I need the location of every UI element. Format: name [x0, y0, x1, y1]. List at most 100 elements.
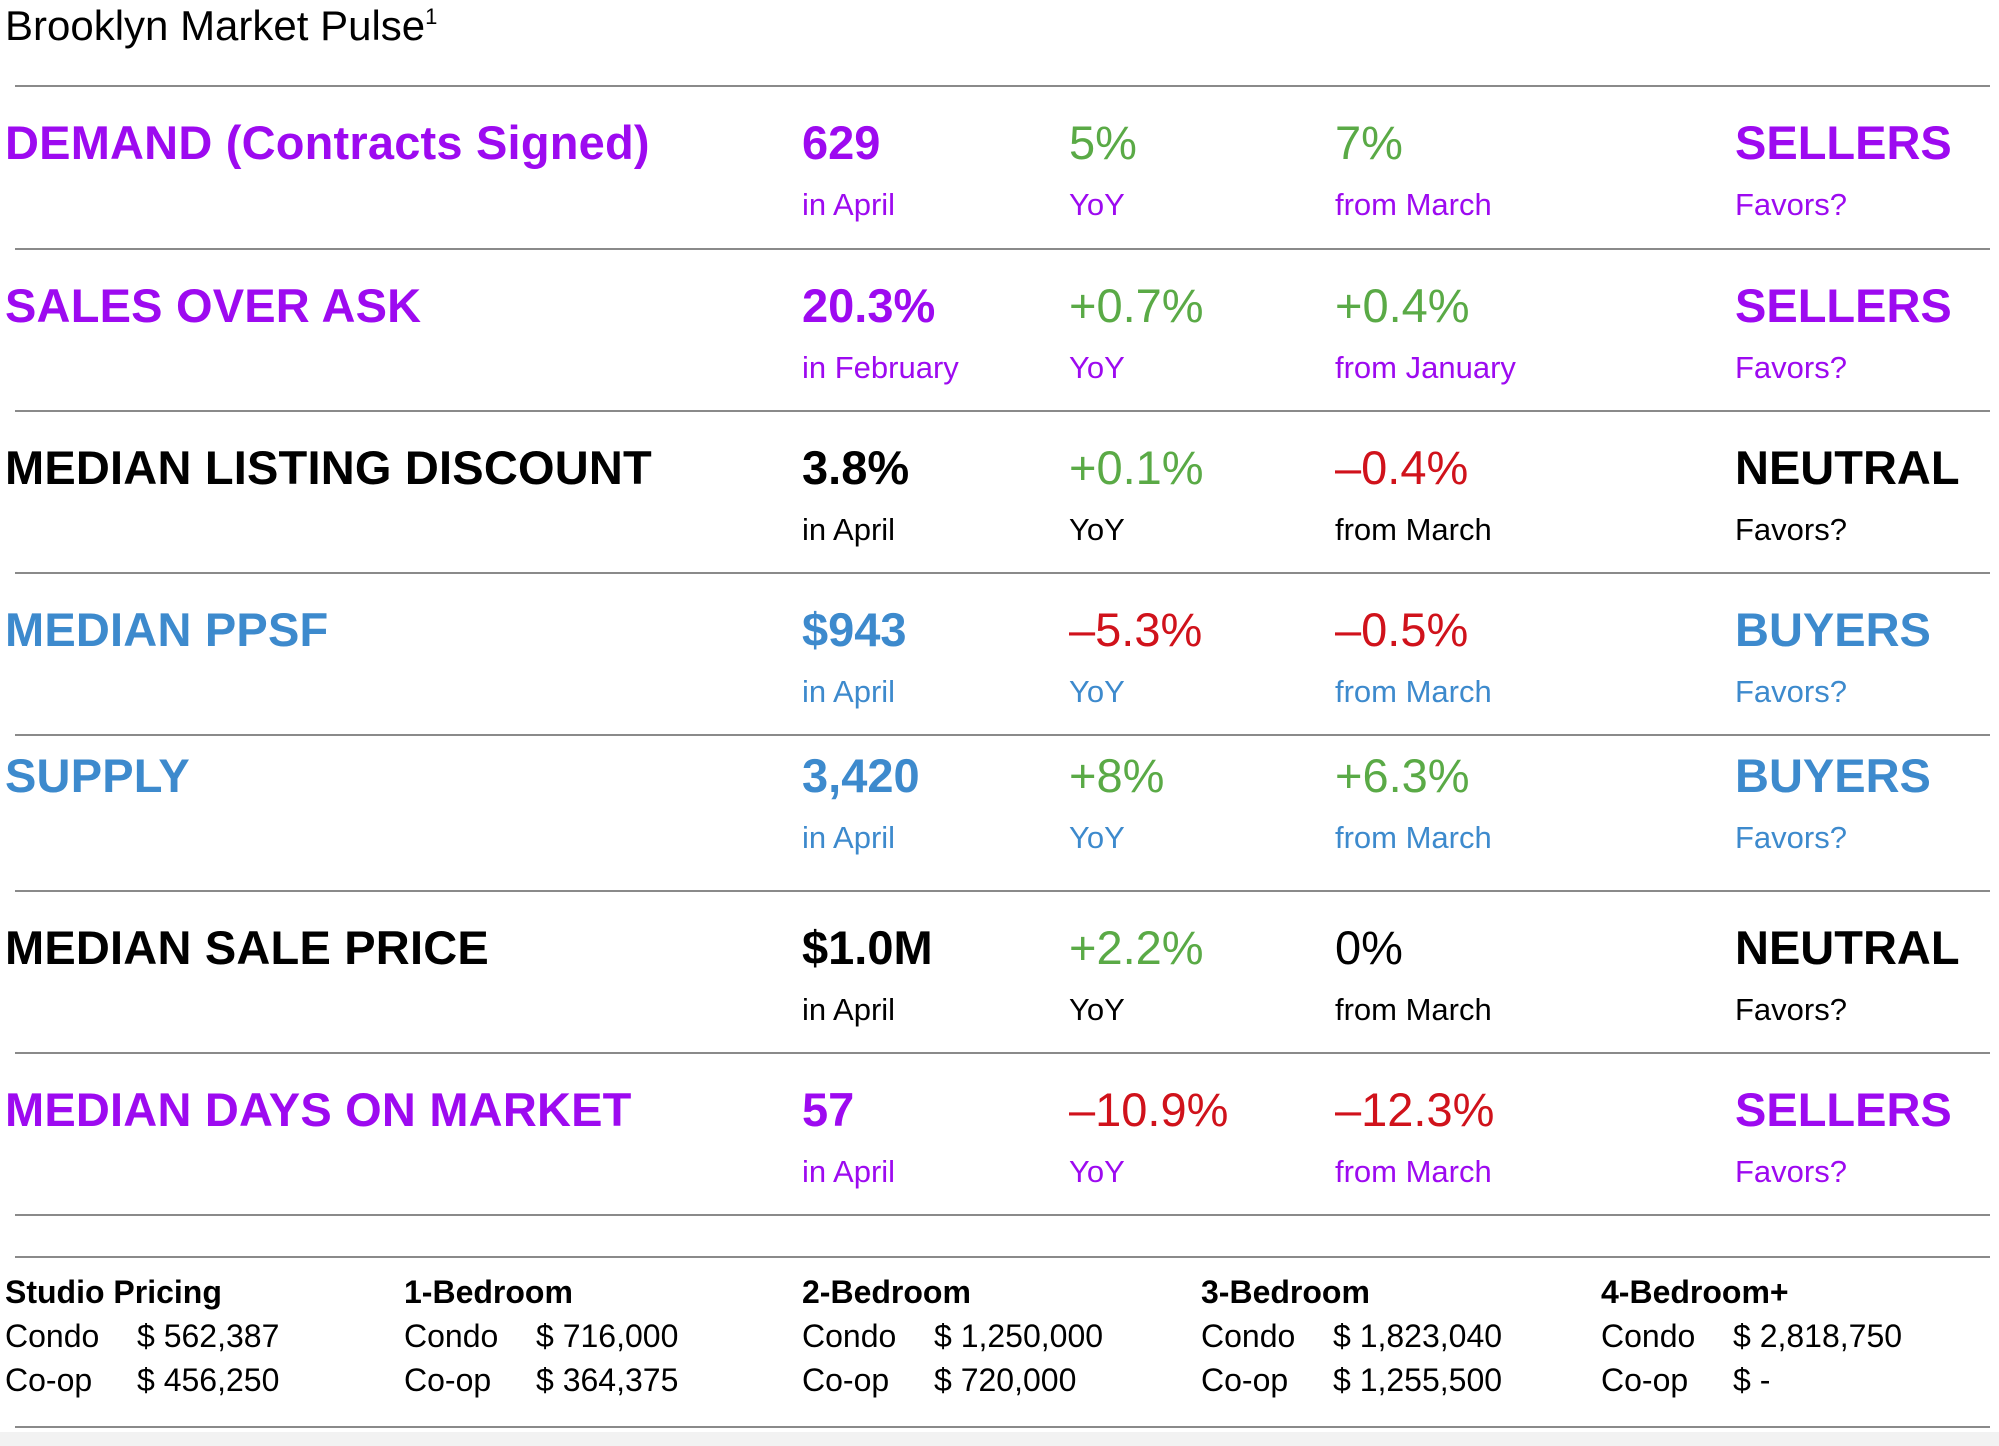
- metric-favors: BUYERS: [1735, 749, 1931, 802]
- pricing-price: $ 456,250: [137, 1362, 280, 1398]
- metric-mom-label: from March: [1335, 187, 1492, 222]
- metric-yoy-label: YoY: [1069, 674, 1125, 709]
- footnote-marker: 1: [425, 4, 438, 29]
- page-title: Brooklyn Market Pulse1: [5, 2, 437, 50]
- metric-mom-label: from March: [1335, 674, 1492, 709]
- bottom-bar: [0, 1432, 1999, 1446]
- pricing-price: $ 1,255,500: [1333, 1362, 1503, 1398]
- metric-period: in April: [802, 992, 896, 1027]
- divider: [15, 410, 1990, 412]
- metric-period: in April: [802, 187, 896, 222]
- metric-mom: +6.3%: [1335, 749, 1470, 802]
- metric-yoy: –5.3%: [1069, 603, 1203, 656]
- metric-mom: +0.4%: [1335, 279, 1470, 332]
- page-title-text: Brooklyn Market Pulse: [5, 2, 426, 49]
- pricing-type: Co-op: [1601, 1362, 1689, 1398]
- metric-yoy: 5%: [1069, 116, 1137, 169]
- metric-row-median-days-on-market: MEDIAN DAYS ON MARKET 57 in April –10.9%…: [0, 1054, 1999, 1214]
- pricing-heading: Studio Pricing: [5, 1274, 222, 1310]
- pricing-type: Co-op: [404, 1362, 492, 1398]
- metric-mom: –0.5%: [1335, 603, 1469, 656]
- pricing-column-1-bedroom: 1-Bedroom Condo $ 716,000 Co-op $ 364,375: [404, 1270, 804, 1402]
- metric-value: 629: [802, 116, 881, 169]
- metric-yoy-label: YoY: [1069, 992, 1125, 1027]
- metric-yoy-label: YoY: [1069, 512, 1125, 547]
- metric-label: SUPPLY: [5, 749, 190, 802]
- pricing-line: Co-op $ -: [1601, 1358, 1999, 1402]
- pricing-line: Co-op $ 456,250: [5, 1358, 405, 1402]
- pricing-type: Condo: [5, 1318, 100, 1354]
- metric-value: 3.8%: [802, 441, 910, 494]
- metric-row-median-sale-price: MEDIAN SALE PRICE $1.0M in April +2.2% Y…: [0, 892, 1999, 1052]
- metric-yoy-label: YoY: [1069, 1154, 1125, 1189]
- pricing-type: Co-op: [5, 1362, 93, 1398]
- metric-favors-label: Favors?: [1735, 350, 1847, 385]
- pricing-price: $ 562,387: [137, 1318, 280, 1354]
- pricing-line: Condo $ 562,387: [5, 1314, 405, 1358]
- divider: [15, 1214, 1990, 1216]
- metric-favors-label: Favors?: [1735, 512, 1847, 547]
- metric-row-sales-over-ask: SALES OVER ASK 20.3% in February +0.7% Y…: [0, 250, 1999, 410]
- divider: [15, 1052, 1990, 1054]
- metric-value: 57: [802, 1083, 855, 1136]
- divider: [15, 734, 1990, 736]
- pricing-line: Co-op $ 720,000: [802, 1358, 1202, 1402]
- metric-mom: –0.4%: [1335, 441, 1469, 494]
- metric-value: 3,420: [802, 749, 920, 802]
- pricing-type: Condo: [1601, 1318, 1696, 1354]
- metric-favors-label: Favors?: [1735, 1154, 1847, 1189]
- metric-mom-label: from March: [1335, 992, 1492, 1027]
- metric-yoy: +0.7%: [1069, 279, 1204, 332]
- pricing-type: Co-op: [802, 1362, 890, 1398]
- pricing-line: Condo $ 1,823,040: [1201, 1314, 1601, 1358]
- pricing-column-3-bedroom: 3-Bedroom Condo $ 1,823,040 Co-op $ 1,255,…: [1201, 1270, 1601, 1402]
- metric-row-demand: DEMAND (Contracts Signed) 629 in April 5…: [0, 87, 1999, 247]
- metric-favors-label: Favors?: [1735, 820, 1847, 855]
- metric-yoy-label: YoY: [1069, 820, 1125, 855]
- metric-value: $1.0M: [802, 921, 933, 974]
- metric-mom: 0%: [1335, 921, 1403, 974]
- metric-value: 20.3%: [802, 279, 936, 332]
- metric-period: in April: [802, 820, 896, 855]
- pricing-line: Co-op $ 1,255,500: [1201, 1358, 1601, 1402]
- pricing-column-studio: Studio Pricing Condo $ 562,387 Co-op $ 456…: [5, 1270, 405, 1402]
- metric-favors: NEUTRAL: [1735, 441, 1960, 494]
- metric-mom-label: from January: [1335, 350, 1516, 385]
- pricing-column-2-bedroom: 2-Bedroom Condo $ 1,250,000 Co-op $ 720,00…: [802, 1270, 1202, 1402]
- pricing-heading: 4-Bedroom+: [1601, 1274, 1789, 1310]
- metric-mom-label: from March: [1335, 1154, 1492, 1189]
- metric-favors-label: Favors?: [1735, 674, 1847, 709]
- pricing-heading: 3-Bedroom: [1201, 1274, 1370, 1310]
- metric-period: in February: [802, 350, 959, 385]
- pricing-heading: 1-Bedroom: [404, 1274, 573, 1310]
- metric-mom: –12.3%: [1335, 1083, 1495, 1136]
- metric-yoy-label: YoY: [1069, 187, 1125, 222]
- pricing-heading: 2-Bedroom: [802, 1274, 971, 1310]
- metric-favors: SELLERS: [1735, 1083, 1952, 1136]
- pricing-price: $ 364,375: [536, 1362, 679, 1398]
- metric-yoy: +2.2%: [1069, 921, 1204, 974]
- pricing-line: Condo $ 2,818,750: [1601, 1314, 1999, 1358]
- metric-value: $943: [802, 603, 907, 656]
- metric-period: in April: [802, 1154, 896, 1189]
- metric-mom-label: from March: [1335, 820, 1492, 855]
- pricing-line: Condo $ 1,250,000: [802, 1314, 1202, 1358]
- pricing-price: $ 720,000: [934, 1362, 1077, 1398]
- metric-period: in April: [802, 674, 896, 709]
- pricing-price: $ 1,823,040: [1333, 1318, 1503, 1354]
- divider: [15, 85, 1990, 87]
- metric-label: MEDIAN LISTING DISCOUNT: [5, 441, 652, 494]
- metric-row-median-ppsf: MEDIAN PPSF $943 in April –5.3% YoY –0.5…: [0, 574, 1999, 734]
- metric-label: MEDIAN DAYS ON MARKET: [5, 1083, 632, 1136]
- pricing-type: Condo: [404, 1318, 499, 1354]
- divider: [15, 248, 1990, 250]
- metric-favors-label: Favors?: [1735, 992, 1847, 1027]
- metric-favors: SELLERS: [1735, 116, 1952, 169]
- metric-yoy: +0.1%: [1069, 441, 1204, 494]
- metric-mom: 7%: [1335, 116, 1403, 169]
- divider: [15, 1426, 1990, 1428]
- pricing-line: Condo $ 716,000: [404, 1314, 804, 1358]
- metric-favors: NEUTRAL: [1735, 921, 1960, 974]
- pricing-column-4-bedroom-plus: 4-Bedroom+ Condo $ 2,818,750 Co-op $ -: [1601, 1270, 1999, 1402]
- metric-label: SALES OVER ASK: [5, 279, 422, 332]
